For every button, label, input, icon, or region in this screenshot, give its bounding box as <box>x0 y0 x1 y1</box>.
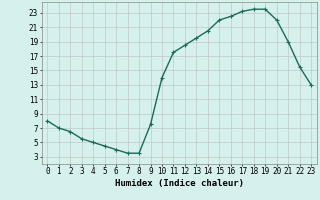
X-axis label: Humidex (Indice chaleur): Humidex (Indice chaleur) <box>115 179 244 188</box>
